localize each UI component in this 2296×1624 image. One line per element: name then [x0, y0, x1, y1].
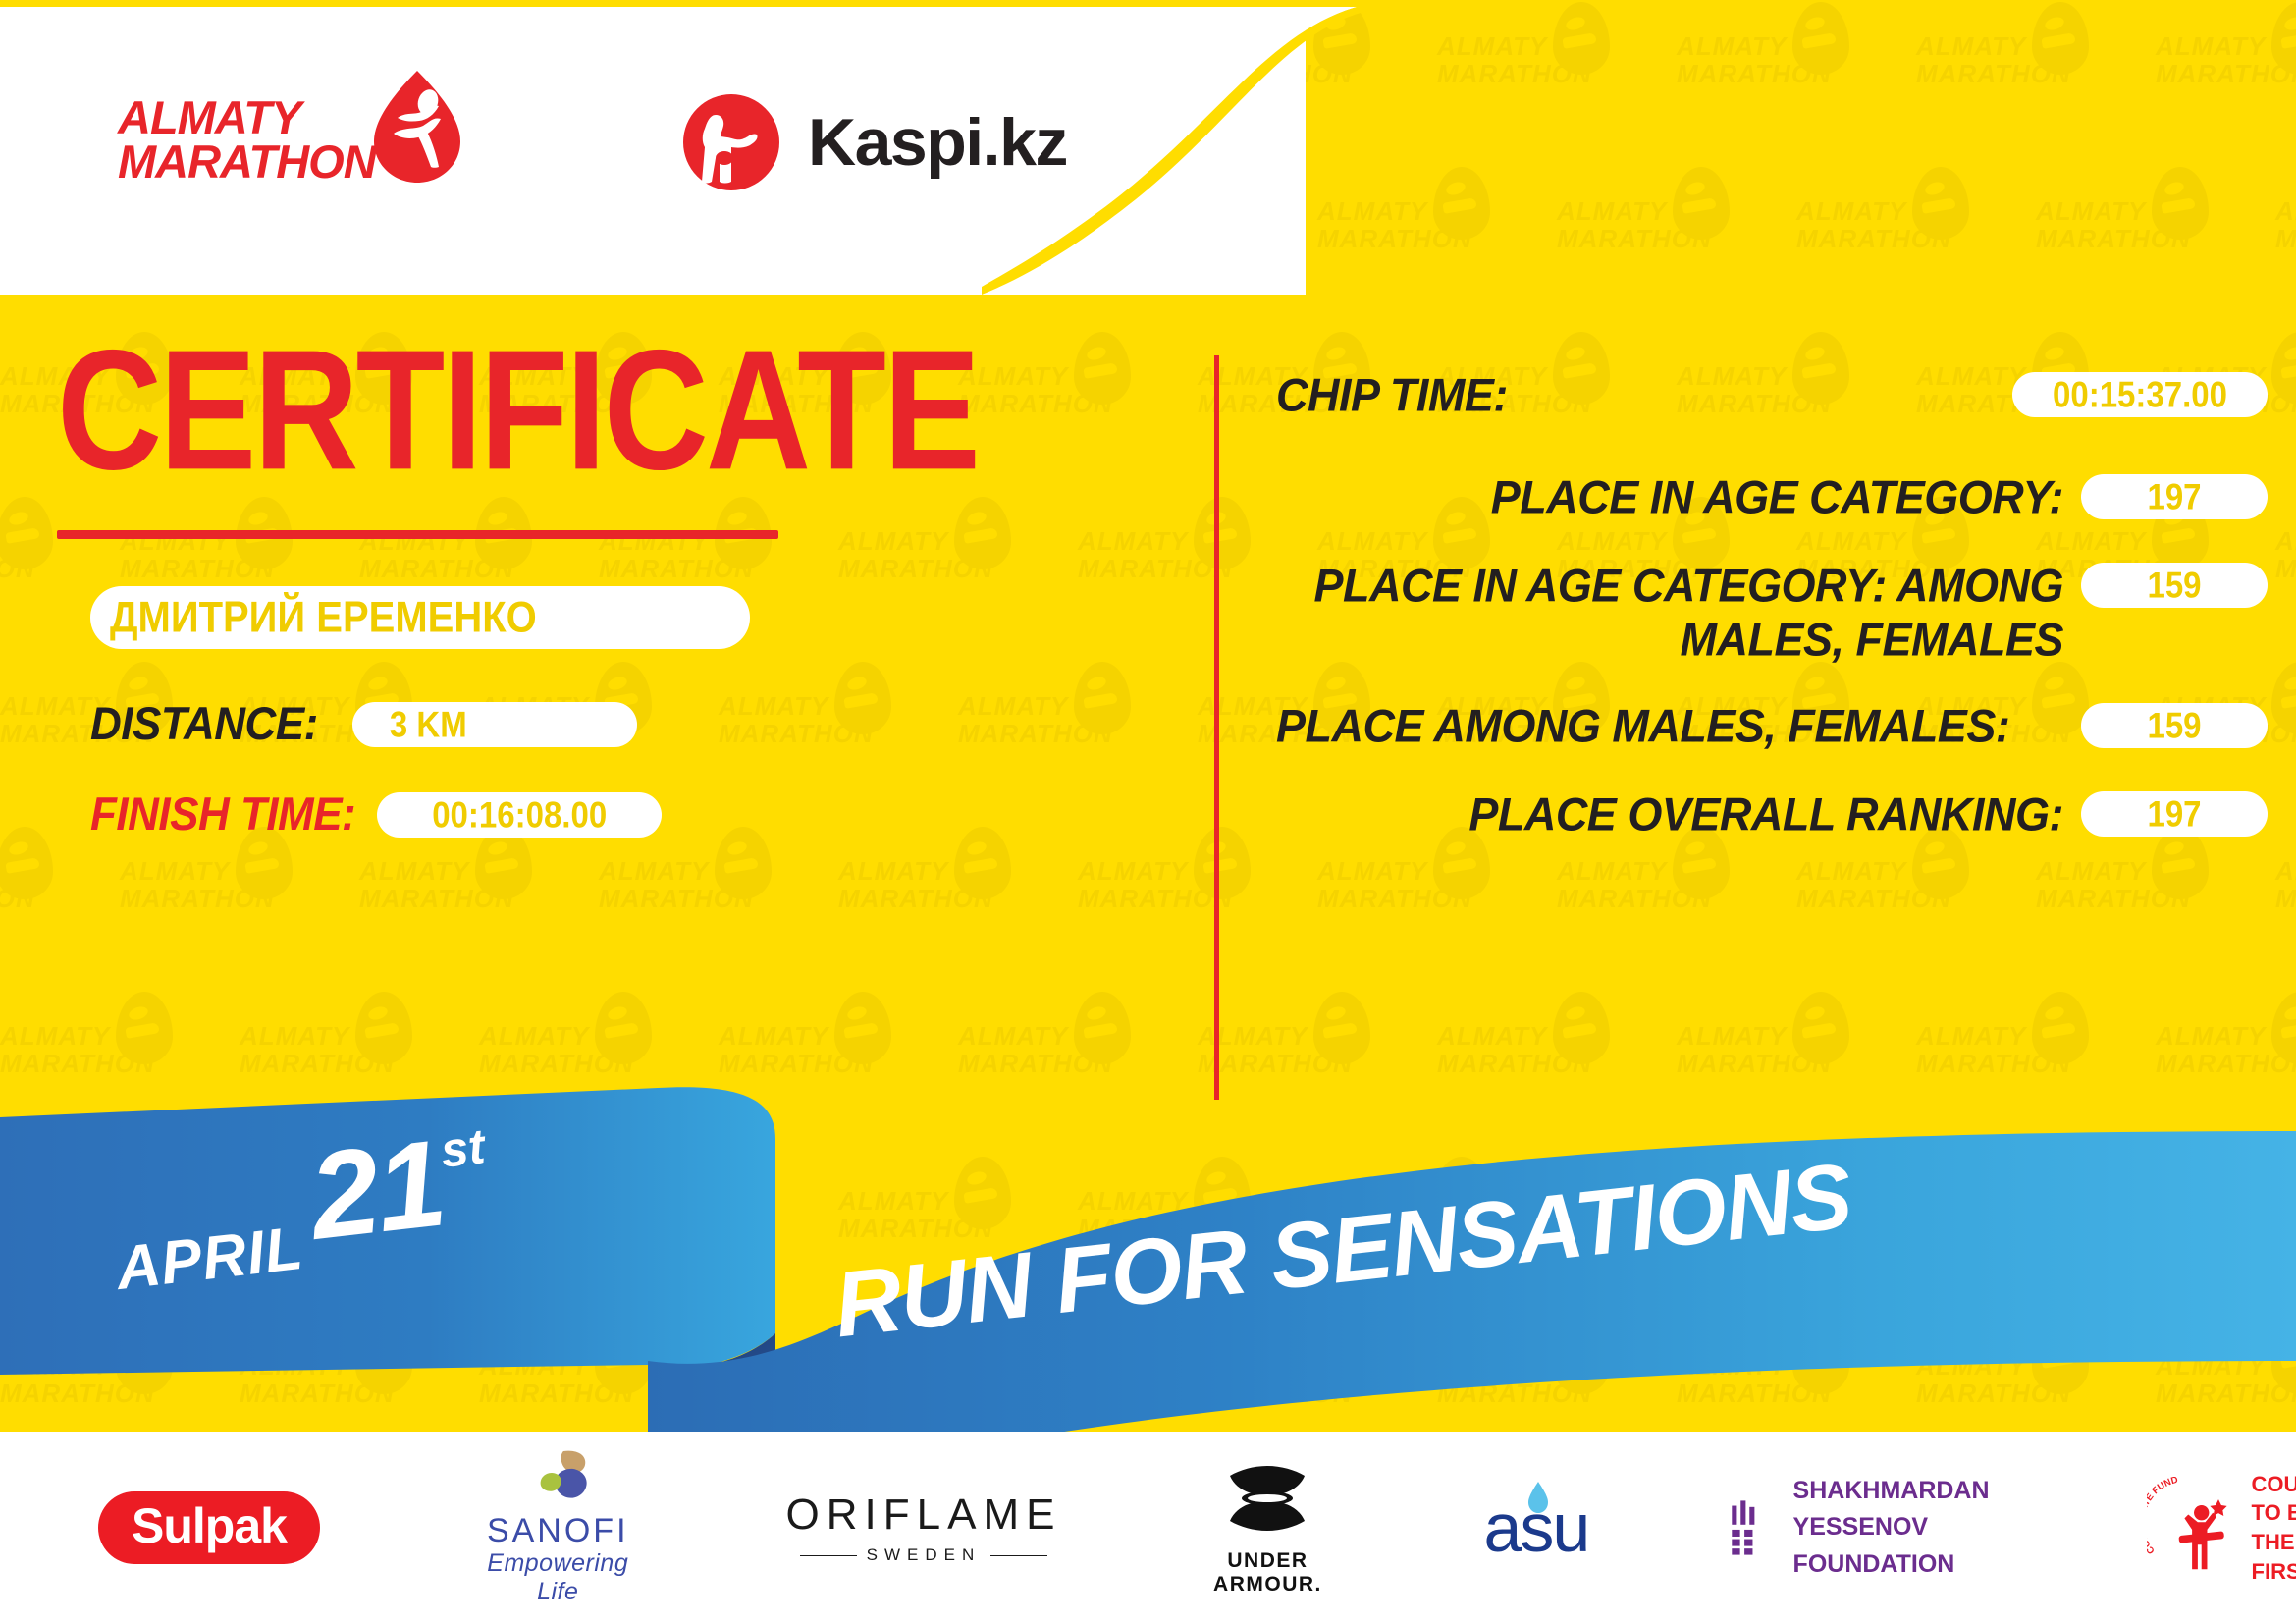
under-armour-logo: [1230, 1465, 1306, 1531]
svg-text:CORPORATE FUND: CORPORATE FUND: [2147, 1477, 2179, 1556]
stat-value-pill: 00:15:37.00: [2012, 372, 2268, 417]
kaspi-two-figures-circle-icon: [682, 93, 780, 191]
oriflame-subtitle: SWEDEN: [786, 1545, 1062, 1565]
stat-place-among-males-females: PLACE AMONG MALES, FEMALES: 159: [1276, 698, 2268, 752]
kaspi-logo: Kaspi.kz: [682, 93, 1068, 191]
stat-label: PLACE OVERALL RANKING:: [1468, 786, 2063, 840]
stat-place-age-category-among: PLACE IN AGE CATEGORY: AMONG MALES, FEMA…: [1276, 559, 2268, 667]
finish-time-row: FINISH TIME: 00:16:08.00: [90, 788, 1207, 840]
event-day-suffix: st: [438, 1118, 488, 1178]
courage-fund-logo: CORPORATE FUND: [2147, 1477, 2227, 1570]
sponsor-yessenov-foundation: SHAKHMARDAN YESSENOV FOUNDATION: [1731, 1473, 2009, 1584]
stat-value: 159: [2147, 565, 2202, 606]
finish-time-value: 00:16:08.00: [432, 793, 608, 836]
stat-place-age-category: PLACE IN AGE CATEGORY: 197: [1276, 470, 2268, 524]
courage-line1: COURAGE: [2251, 1471, 2296, 1496]
stat-label: PLACE IN AGE CATEGORY:: [1490, 470, 2064, 524]
asu-droplet-icon: [1528, 1482, 1549, 1513]
courage-line3: THE FIRST!: [2251, 1530, 2296, 1584]
sanofi-wordmark: SANOFI: [486, 1511, 629, 1549]
distance-value: 3 KM: [389, 703, 467, 745]
stat-label: PLACE AMONG MALES, FEMALES:: [1276, 698, 2010, 752]
sponsor-sanofi: SANOFI Empowering Life: [487, 1449, 629, 1606]
almaty-logo-line1: ALMATY: [118, 90, 301, 143]
sanofi-tagline: Empowering Life: [487, 1549, 629, 1606]
results-column: CHIP TIME: 00:15:37.00 PLACE IN AGE CATE…: [1276, 368, 2268, 876]
sponsors-footer: Sulpak SANOFI Empowering Life ORIFLAME S…: [0, 1432, 2296, 1624]
stat-value: 197: [2147, 792, 2202, 835]
yessenov-foundation-logo: [1732, 1500, 1755, 1555]
yessenov-line2: FOUNDATION: [1792, 1549, 1955, 1578]
yessenov-line1: SHAKHMARDAN YESSENOV: [1792, 1476, 1990, 1542]
stat-value: 197: [2147, 475, 2202, 517]
distance-label: DISTANCE:: [90, 698, 318, 750]
almaty-logo-line2: MARATHON: [118, 135, 377, 188]
title-underline-rule: [57, 530, 778, 539]
column-divider: [1214, 355, 1219, 1100]
stat-chip-time: CHIP TIME: 00:15:37.00: [1276, 368, 2268, 422]
distance-row: DISTANCE: 3 KM: [90, 698, 1207, 750]
sulpak-wordmark: Sulpak: [132, 1498, 288, 1553]
sponsor-courage-fund: CORPORATE FUND COURAGE TO BE THE FIRST!: [2147, 1470, 2296, 1587]
athlete-name-value: ДМИТРИЙ ЕРЕМЕНКО: [110, 592, 537, 642]
stat-value: 00:15:37.00: [2053, 373, 2227, 415]
blue-ribbon-banner: [0, 1080, 2296, 1470]
stat-label: PLACE IN AGE CATEGORY: AMONG MALES, FEMA…: [1313, 559, 2063, 667]
left-column: CERTIFICATE ДМИТРИЙ ЕРЕМЕНКО DISTANCE: 3…: [0, 313, 1207, 840]
page-title: CERTIFICATE: [57, 313, 981, 506]
stat-place-overall-ranking: PLACE OVERALL RANKING: 197: [1276, 786, 2268, 840]
oriflame-wordmark: ORIFLAME: [785, 1490, 1062, 1539]
sponsor-oriflame: ORIFLAME SWEDEN: [786, 1490, 1062, 1565]
event-day: 21: [302, 1114, 451, 1266]
stat-value-pill: 197: [2081, 474, 2268, 520]
distance-value-pill: 3 KM: [351, 702, 637, 747]
sanofi-logo: [540, 1450, 587, 1498]
almaty-marathon-runner-drop-icon: [372, 69, 462, 185]
sponsor-under-armour: UNDER ARMOUR.: [1208, 1460, 1326, 1597]
athlete-name-field: ДМИТРИЙ ЕРЕМЕНКО: [90, 586, 750, 649]
courage-line2: TO BE: [2251, 1500, 2296, 1526]
stat-value-pill: 159: [2081, 702, 2268, 748]
kaspi-wordmark: Kaspi.kz: [808, 105, 1068, 180]
stat-value: 159: [2147, 704, 2202, 745]
stat-value-pill: 159: [2081, 563, 2268, 609]
sponsor-asu: asu: [1483, 1482, 1590, 1567]
stat-label: CHIP TIME:: [1276, 368, 1508, 422]
under-armour-wordmark: UNDER ARMOUR.: [1213, 1548, 1322, 1596]
finish-time-value-pill: 00:16:08.00: [377, 792, 663, 838]
stat-value-pill: 197: [2081, 790, 2268, 837]
sulpak-logo: Sulpak: [98, 1491, 320, 1564]
header-top-accent-line: [0, 0, 1394, 7]
almaty-marathon-logo: ALMATY MARATHON: [118, 69, 462, 210]
finish-time-label: FINISH TIME:: [90, 788, 356, 840]
sponsor-sulpak: Sulpak: [98, 1491, 320, 1564]
